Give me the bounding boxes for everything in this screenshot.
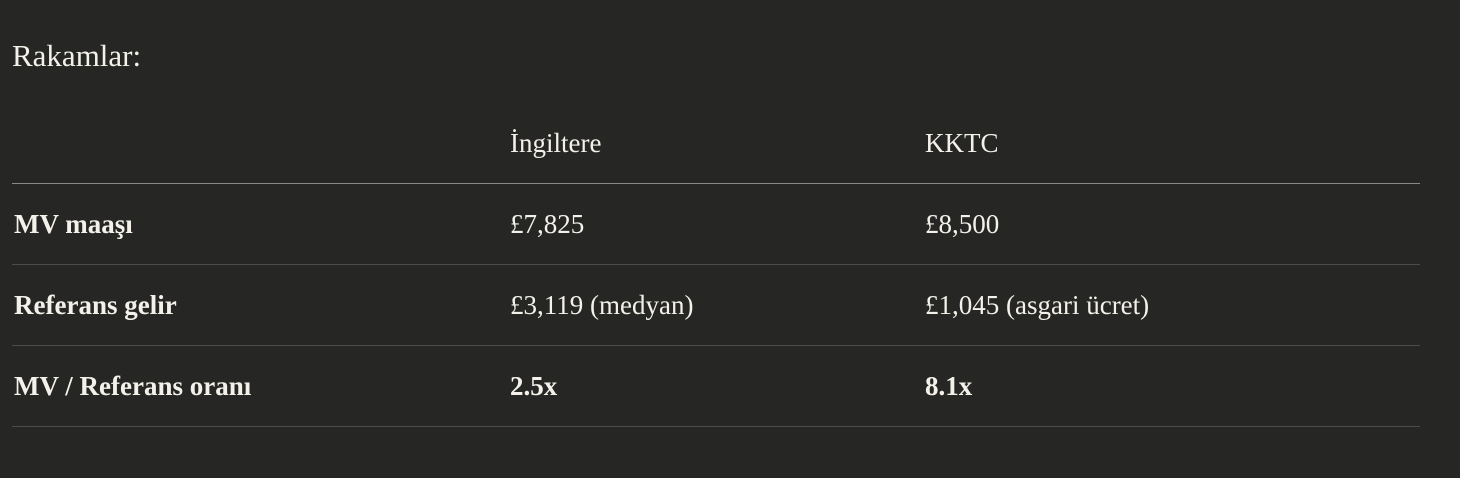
cell-ingiltere: 2.5x (508, 345, 923, 427)
cell-kktc: £8,500 (923, 183, 1420, 265)
table-row: MV / Referans oranı 2.5x 8.1x (12, 345, 1420, 427)
table-row: Referans gelir £3,119 (medyan) £1,045 (a… (12, 264, 1420, 346)
cell-kktc: 8.1x (923, 345, 1420, 427)
cell-ingiltere: £7,825 (508, 183, 923, 265)
table-row: MV maaşı £7,825 £8,500 (12, 183, 1420, 265)
cell-kktc: £1,045 (asgari ücret) (923, 264, 1420, 346)
row-label: MV maaşı (12, 183, 508, 265)
header-kktc: KKTC (923, 103, 1420, 184)
comparison-table: İngiltere KKTC MV maaşı £7,825 £8,500 Re… (12, 103, 1420, 427)
row-label: Referans gelir (12, 264, 508, 346)
cell-ingiltere: £3,119 (medyan) (508, 264, 923, 346)
row-label: MV / Referans oranı (12, 345, 508, 427)
table-header-row: İngiltere KKTC (12, 103, 1420, 184)
header-empty (12, 103, 508, 184)
section-title: Rakamlar: (12, 38, 142, 73)
header-ingiltere: İngiltere (508, 103, 923, 184)
